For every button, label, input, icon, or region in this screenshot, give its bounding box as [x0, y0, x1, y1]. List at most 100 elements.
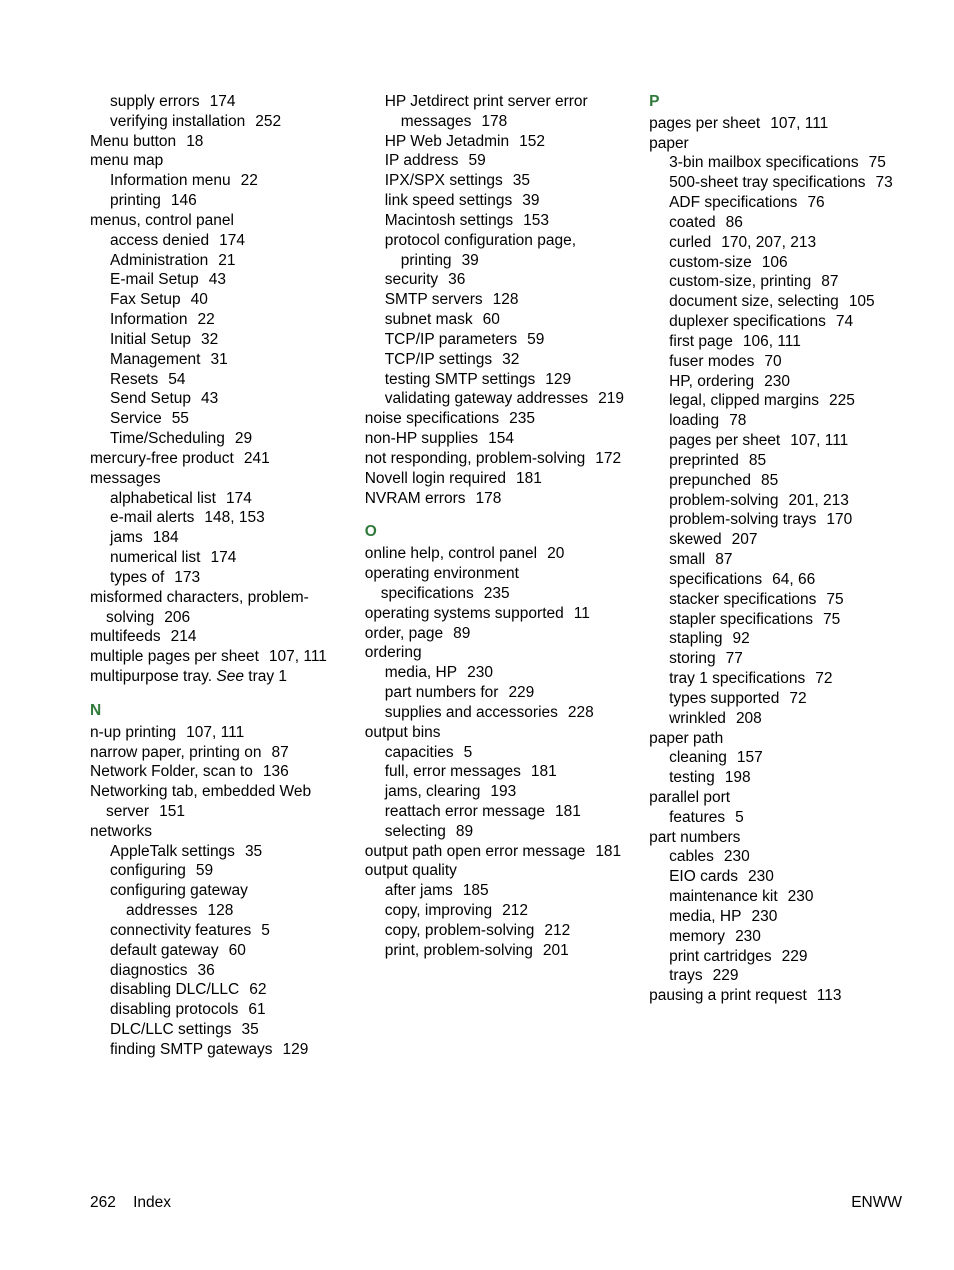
index-page-ref: 230 [788, 888, 814, 905]
index-columns: supply errors174verifying installation25… [90, 92, 902, 1060]
index-entry: memory230 [685, 927, 902, 947]
index-page-ref: 77 [726, 650, 743, 667]
index-page-ref: 75 [823, 611, 840, 628]
index-page-ref: 174 [226, 490, 252, 507]
index-page-ref: 64, 66 [772, 571, 815, 588]
index-entry: paper [665, 134, 902, 154]
index-page-ref: 136 [263, 763, 289, 780]
index-entry: Information menu22 [126, 171, 349, 191]
index-entry: multipurpose tray. See tray 1 [106, 667, 349, 687]
index-entry: Administration21 [126, 251, 349, 271]
index-page-ref: 32 [502, 351, 519, 368]
index-page-ref: 170 [826, 511, 852, 528]
index-page-ref: 230 [467, 664, 493, 681]
index-entry: HP Jetdirect print server error messages… [401, 92, 633, 132]
index-entry: jams, clearing193 [401, 782, 633, 802]
index-page-ref: 128 [493, 291, 519, 308]
index-entry: cables230 [685, 847, 902, 867]
index-page-ref: 174 [219, 232, 245, 249]
index-entry: disabling protocols61 [126, 1000, 349, 1020]
index-page-ref: 22 [241, 172, 258, 189]
index-entry: stapler specifications75 [685, 610, 902, 630]
index-page-ref: 157 [737, 749, 763, 766]
index-entry: IP address59 [401, 151, 633, 171]
index-page-ref: 87 [715, 551, 732, 568]
index-entry: HP Web Jetadmin152 [401, 132, 633, 152]
index-entry: preprinted85 [685, 451, 902, 471]
index-entry: Macintosh settings153 [401, 211, 633, 231]
index-page-ref: 87 [271, 744, 288, 761]
index-entry: tray 1 specifications72 [685, 669, 902, 689]
index-page-ref: 181 [595, 843, 621, 860]
index-page-ref: 241 [244, 450, 270, 467]
index-page-ref: 62 [249, 981, 266, 998]
index-entry: storing77 [685, 649, 902, 669]
index-entry: parallel port [665, 788, 902, 808]
index-entry: selecting89 [401, 822, 633, 842]
index-section-letter: O [365, 522, 633, 542]
index-page-ref: 172 [595, 450, 621, 467]
index-page-ref: 75 [869, 154, 886, 171]
index-entry: Resets54 [126, 370, 349, 390]
index-page-ref: 146 [171, 192, 197, 209]
index-page-ref: 178 [481, 113, 507, 130]
index-entry: cleaning157 [685, 748, 902, 768]
index-entry: capacities5 [401, 743, 633, 763]
index-page-ref: 29 [235, 430, 252, 447]
index-page-ref: 181 [516, 470, 542, 487]
index-page-ref: 173 [174, 569, 200, 586]
index-page-ref: 206 [164, 609, 190, 626]
index-entry: pages per sheet107, 111 [685, 431, 902, 451]
index-entry: menus, control panel [106, 211, 349, 231]
index-entry: configuring gateway addresses128 [126, 881, 349, 921]
index-page-ref: 36 [448, 271, 465, 288]
index-entry: maintenance kit230 [685, 887, 902, 907]
index-entry: pausing a print request113 [665, 986, 902, 1006]
index-page-ref: 72 [789, 690, 806, 707]
index-page-ref: 225 [829, 392, 855, 409]
index-page-ref: 230 [724, 848, 750, 865]
index-page-ref: 207 [732, 531, 758, 548]
index-page-ref: 230 [764, 373, 790, 390]
index-entry: print cartridges229 [685, 947, 902, 967]
index-entry: validating gateway addresses219 [401, 389, 633, 409]
index-entry: legal, clipped margins225 [685, 391, 902, 411]
index-page-ref: 5 [464, 744, 473, 761]
index-entry: problem-solving201, 213 [685, 491, 902, 511]
index-page-ref: 89 [456, 823, 473, 840]
index-page-ref: 230 [748, 868, 774, 885]
index-entry: Time/Scheduling29 [126, 429, 349, 449]
index-entry: configuring59 [126, 861, 349, 881]
index-page-ref: 235 [484, 585, 510, 602]
index-page-ref: 59 [196, 862, 213, 879]
index-page-ref: 235 [509, 410, 535, 427]
index-entry: access denied174 [126, 231, 349, 251]
index-entry: alphabetical list174 [126, 489, 349, 509]
index-entry: coated86 [685, 213, 902, 233]
index-entry: Network Folder, scan to136 [106, 762, 349, 782]
index-page-ref: 106, 111 [743, 333, 801, 350]
index-page-ref: 92 [733, 630, 750, 647]
index-entry: Fax Setup40 [126, 290, 349, 310]
index-page-ref: 128 [208, 902, 234, 919]
index-entry: multifeeds214 [106, 627, 349, 647]
index-page-ref: 184 [153, 529, 179, 546]
index-page-ref: 152 [519, 133, 545, 150]
index-entry: TCP/IP settings32 [401, 350, 633, 370]
index-page-ref: 228 [568, 704, 594, 721]
index-entry: n-up printing107, 111 [106, 723, 349, 743]
index-entry: IPX/SPX settings35 [401, 171, 633, 191]
index-entry: duplexer specifications74 [685, 312, 902, 332]
index-page-ref: 76 [807, 194, 824, 211]
index-entry: HP, ordering230 [685, 372, 902, 392]
index-page-ref: 174 [210, 549, 236, 566]
index-page-ref: 154 [488, 430, 514, 447]
index-page-ref: 181 [555, 803, 581, 820]
index-entry: after jams185 [401, 881, 633, 901]
index-page-ref: 35 [513, 172, 530, 189]
index-entry: numerical list174 [126, 548, 349, 568]
index-page-ref: 198 [725, 769, 751, 786]
index-entry: trays229 [685, 966, 902, 986]
index-entry: subnet mask60 [401, 310, 633, 330]
index-page-ref: 35 [245, 843, 262, 860]
